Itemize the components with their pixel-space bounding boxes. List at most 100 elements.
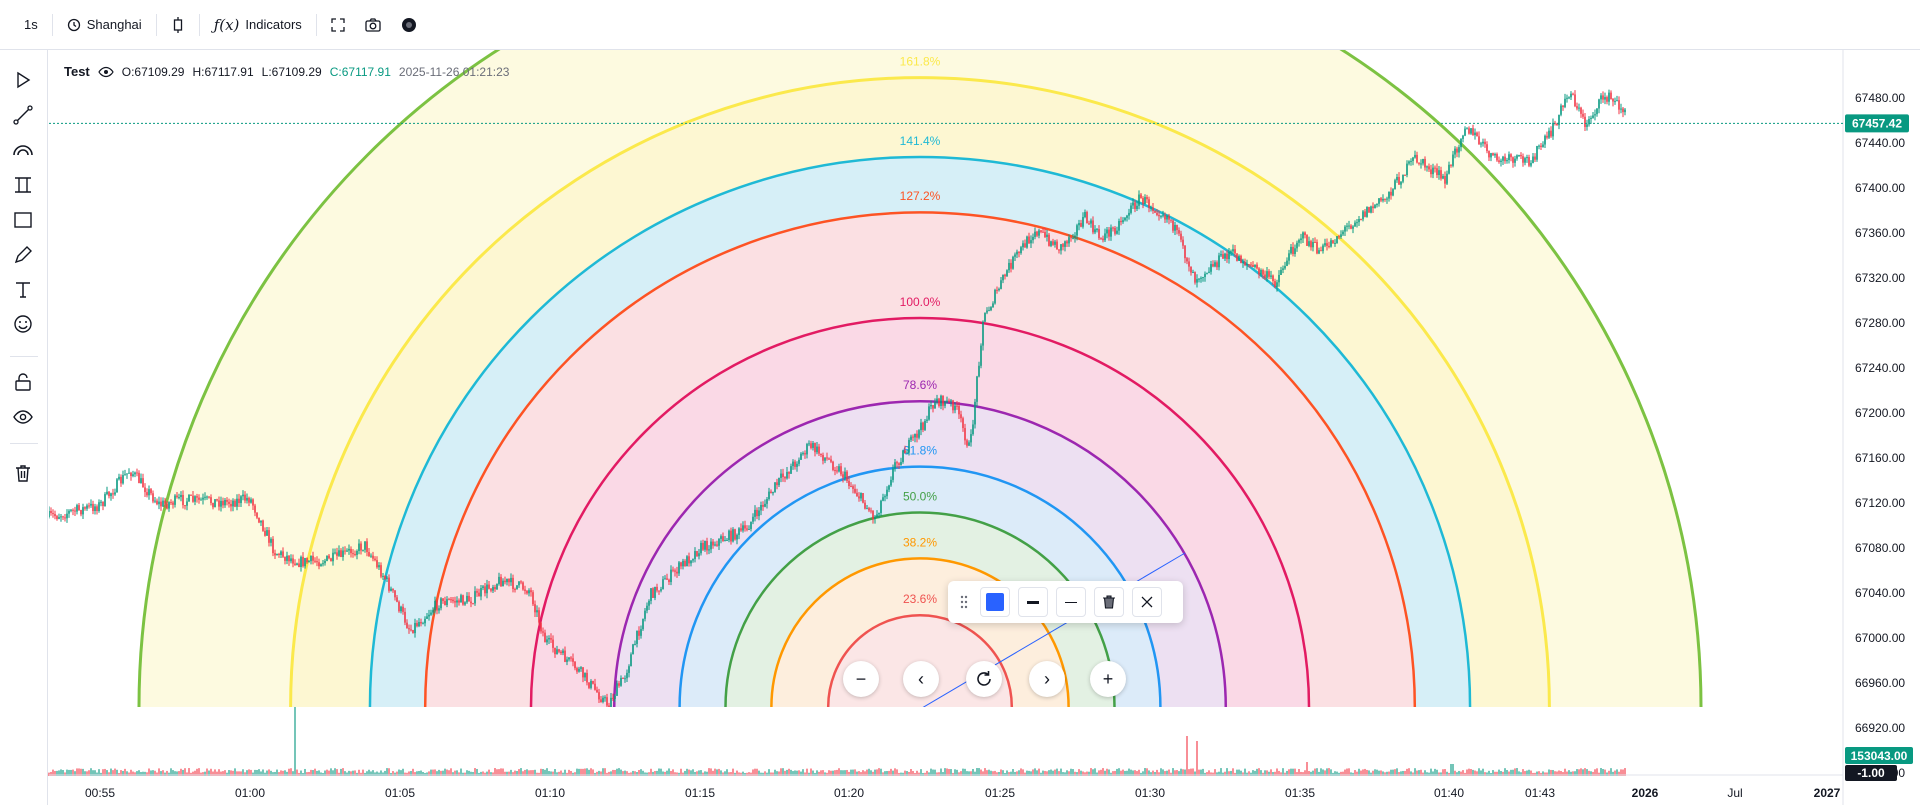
volume-bar — [1092, 769, 1094, 776]
volume-bar — [772, 772, 774, 776]
volume-bar — [1282, 768, 1284, 776]
fib-arc-8[interactable] — [826, 614, 1014, 707]
volume-bar — [1194, 771, 1196, 776]
theme-toggle-button[interactable] — [391, 8, 427, 42]
candle-body — [118, 476, 120, 480]
fib-arc-outer[interactable] — [137, 0, 1703, 707]
candle-body — [734, 529, 736, 540]
timezone-button[interactable]: Shanghai — [57, 8, 152, 42]
candle-body — [1342, 231, 1344, 235]
candle-body — [466, 595, 468, 603]
candle-body — [1018, 251, 1020, 254]
interval-button[interactable]: 1s — [14, 8, 48, 42]
volume-bar — [1576, 769, 1578, 776]
candle-body — [574, 661, 576, 669]
volume-bar — [848, 771, 850, 776]
delete-all-button[interactable] — [9, 459, 37, 487]
pattern-tool[interactable] — [9, 171, 37, 199]
volume-bar — [1556, 771, 1558, 776]
volume-bar — [1280, 772, 1282, 776]
visibility-button[interactable] — [9, 403, 37, 431]
volume-bar — [1620, 769, 1622, 776]
volume-bar — [56, 770, 58, 776]
volume-bar — [1384, 772, 1386, 776]
candle-body — [1036, 231, 1038, 236]
candle-body — [1144, 197, 1146, 204]
line-style-button[interactable] — [1056, 587, 1086, 617]
candle-body — [490, 588, 492, 591]
reset-view-button[interactable] — [966, 661, 1002, 697]
volume-bar — [1030, 771, 1032, 776]
brush-tool[interactable] — [9, 241, 37, 269]
scroll-left-button[interactable]: ‹ — [903, 661, 939, 697]
fib-arc-7[interactable] — [770, 557, 1070, 707]
text-tool[interactable] — [9, 276, 37, 304]
candle-body — [1446, 173, 1448, 184]
volume-bar — [1388, 771, 1390, 776]
cursor-tool[interactable] — [9, 66, 37, 94]
fib-trend-line[interactable] — [922, 552, 1186, 708]
candle-body — [534, 604, 536, 613]
screenshot-button[interactable] — [355, 8, 391, 42]
candle-body — [84, 507, 86, 509]
scroll-right-button[interactable]: › — [1029, 661, 1065, 697]
volume-bar — [326, 769, 328, 776]
price-tick-label: 67320.00 — [1855, 271, 1905, 285]
fullscreen-button[interactable] — [321, 8, 355, 42]
volume-bar — [800, 771, 802, 776]
zoom-out-button[interactable]: − — [843, 661, 879, 697]
indicators-button[interactable]: ƒ(x) Indicators — [204, 8, 312, 42]
volume-bar — [934, 769, 936, 776]
candle-body — [114, 492, 116, 495]
fib-arc-2[interactable] — [423, 210, 1417, 707]
volume-bar — [254, 769, 256, 776]
volume-bar — [714, 768, 716, 776]
volume-bar — [1070, 768, 1072, 776]
candle-body — [338, 550, 340, 556]
volume-bar — [1572, 771, 1574, 776]
fib-arc-1[interactable] — [368, 155, 1472, 707]
line-width-button[interactable] — [1018, 587, 1048, 617]
volume-bar — [422, 771, 424, 776]
chart-type-button[interactable] — [161, 8, 195, 42]
eye-icon[interactable] — [98, 66, 114, 78]
candle-body — [1476, 132, 1478, 137]
volume-bar — [1372, 770, 1374, 776]
volume-bar — [1100, 769, 1102, 776]
zoom-in-button[interactable]: + — [1090, 661, 1126, 697]
volume-bar — [260, 771, 262, 776]
symbol-label[interactable]: Test — [64, 64, 90, 79]
volume-bar — [650, 768, 652, 776]
volume-bar — [1618, 771, 1620, 776]
volume-bar — [1454, 770, 1456, 776]
fib-tool[interactable] — [9, 135, 37, 163]
volume-bar — [874, 769, 876, 776]
drag-handle[interactable] — [956, 587, 972, 617]
fib-arc-3[interactable] — [529, 316, 1311, 707]
volume-bar — [1176, 770, 1178, 776]
fib-speed-resistance-arcs[interactable]: 161.8%141.4%127.2%100.0%78.6%61.8%50.0%3… — [49, 0, 1844, 775]
candle-body — [836, 470, 838, 472]
volume-bar — [286, 771, 288, 776]
candle-body — [994, 289, 996, 304]
volume-bar — [1346, 768, 1348, 776]
emoji-tool[interactable] — [9, 310, 37, 338]
volume-bar — [1014, 771, 1016, 776]
rectangle-tool[interactable] — [9, 206, 37, 234]
candle-body — [1206, 272, 1208, 274]
volume-bar — [124, 768, 126, 776]
candle-body — [1520, 155, 1522, 157]
close-toolbar-button[interactable] — [1132, 587, 1162, 617]
volume-bar — [1220, 768, 1222, 776]
color-picker-button[interactable] — [980, 587, 1010, 617]
trend-line-tool[interactable] — [9, 101, 37, 129]
price-tick-label: 67000.00 — [1855, 631, 1905, 645]
volume-bar — [114, 768, 116, 776]
volume-bar — [824, 772, 826, 776]
candle-body — [948, 400, 950, 402]
lock-button[interactable] — [9, 368, 37, 396]
volume-bar — [532, 770, 534, 776]
delete-drawing-button[interactable] — [1094, 587, 1124, 617]
volume-bar — [698, 770, 700, 776]
